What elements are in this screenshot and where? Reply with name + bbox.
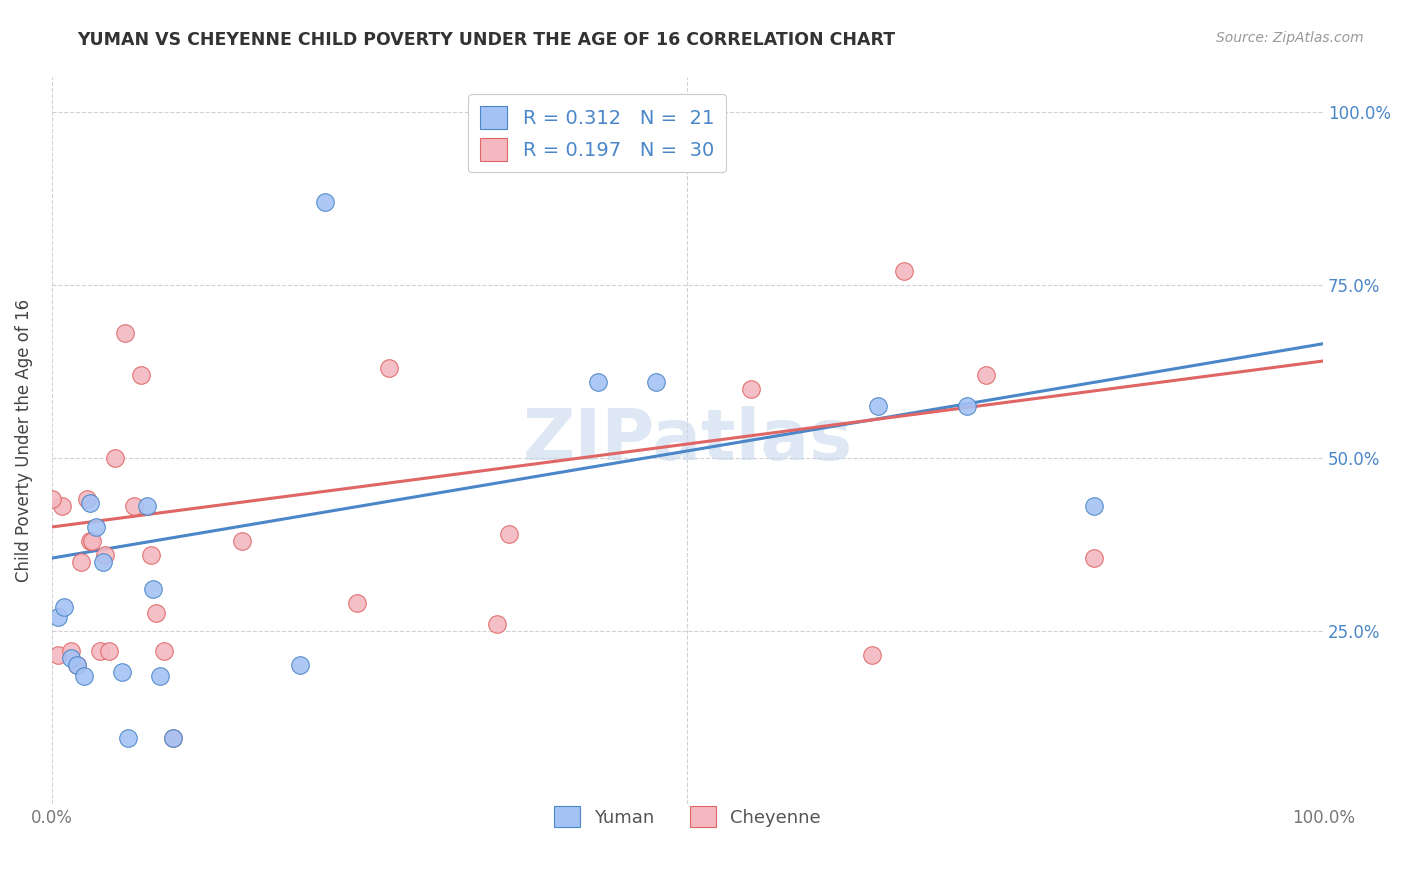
Y-axis label: Child Poverty Under the Age of 16: Child Poverty Under the Age of 16 [15,299,32,582]
Point [59,651,82,665]
Point [66,658,89,673]
Point [498,527,520,541]
Point [377,360,399,375]
Point [76,492,98,507]
Point [117,731,139,745]
Point [82,533,104,548]
Point [974,368,997,382]
Point [346,596,368,610]
Legend: Yuman, Cheyenne: Yuman, Cheyenne [547,799,828,835]
Point [149,669,172,683]
Point [860,648,883,662]
Point [53,599,76,614]
Point [956,399,979,413]
Point [97,644,120,658]
Point [740,382,762,396]
Point [139,548,162,562]
Point [288,658,311,673]
Point [51,500,73,514]
Text: ZIPatlas: ZIPatlas [523,406,852,475]
Point [142,582,165,597]
Point [111,665,134,680]
Point [84,520,107,534]
Point [136,500,159,514]
Point [46,610,69,624]
Point [588,375,610,389]
Point [893,264,915,278]
Point [66,658,89,673]
Text: YUMAN VS CHEYENNE CHILD POVERTY UNDER THE AGE OF 16 CORRELATION CHART: YUMAN VS CHEYENNE CHILD POVERTY UNDER TH… [77,31,896,49]
Point [114,326,136,341]
Point [89,644,111,658]
Point [231,533,253,548]
Point [868,399,890,413]
Point [1083,551,1105,566]
Point [70,555,93,569]
Point [644,375,666,389]
Point [129,368,152,382]
Point [162,731,184,745]
Point [59,644,82,658]
Point [94,548,117,562]
Point [91,555,114,569]
Point [41,492,63,507]
Point [162,731,184,745]
Point [79,496,101,510]
Point [145,607,167,621]
Point [485,616,508,631]
Point [152,644,174,658]
Point [124,500,146,514]
Point [104,450,127,465]
Point [72,669,94,683]
Text: Source: ZipAtlas.com: Source: ZipAtlas.com [1216,31,1364,45]
Point [46,648,69,662]
Point [314,194,336,209]
Point [79,533,101,548]
Point [1083,500,1105,514]
